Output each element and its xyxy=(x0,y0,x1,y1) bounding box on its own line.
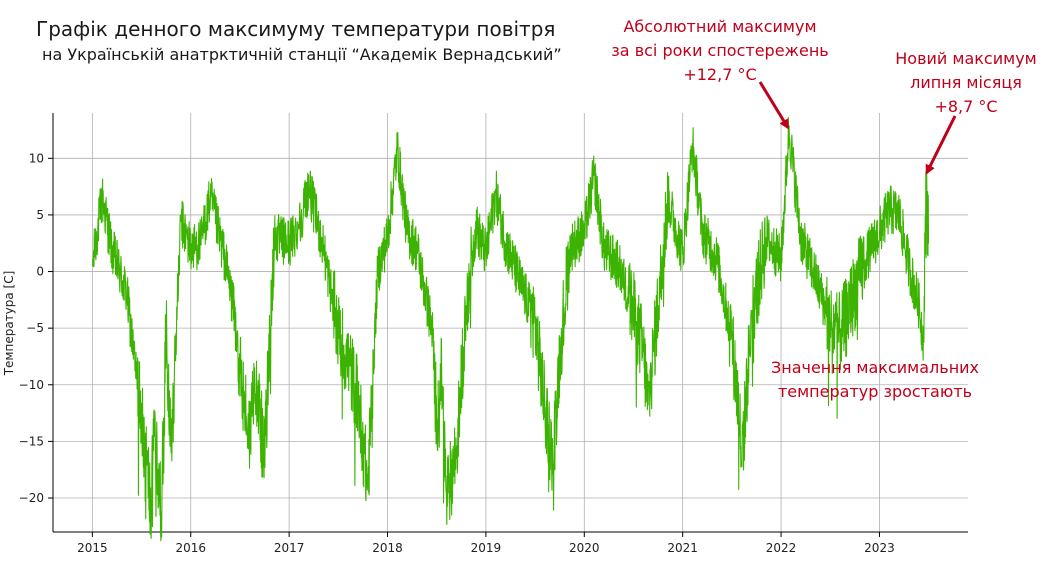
annotation-text: липня місяця xyxy=(910,73,1022,92)
x-tick-label: 2021 xyxy=(667,541,698,555)
series-layer xyxy=(91,116,930,542)
annotation-text: +12,7 °C xyxy=(683,65,756,84)
chart-title: Графік денного максимуму температури пов… xyxy=(36,17,555,41)
x-tick-label: 2018 xyxy=(372,541,403,555)
y-tick-label: −10 xyxy=(19,378,44,392)
x-tick-label: 2015 xyxy=(77,541,108,555)
x-tick-label: 2022 xyxy=(766,541,797,555)
y-tick-label: −20 xyxy=(19,491,44,505)
annotation: Новий максимум липня місяця +8,7 °C xyxy=(895,49,1037,175)
chart-subtitle: на Українській анатрктичній станції “Ака… xyxy=(42,45,562,64)
y-tick-label: −5 xyxy=(26,321,44,335)
annotation-arrow xyxy=(758,81,790,130)
axes: 2015 2016 2017 2018 2019 2020 2021 2022 2023 −20 −… xyxy=(19,113,968,555)
annotations: Абсолютний максимум за всі роки спостереж… xyxy=(611,17,1036,401)
x-tick-label: 2023 xyxy=(864,541,895,555)
x-tick-label: 2020 xyxy=(569,541,600,555)
y-axis-label: Температура [C] xyxy=(2,271,16,377)
x-tick-label: 2016 xyxy=(175,541,206,555)
y-tick-label: −15 xyxy=(19,434,44,448)
x-tick-label: 2019 xyxy=(471,541,502,555)
annotation-text: +8,7 °C xyxy=(934,97,997,116)
y-tick-label: 10 xyxy=(29,151,44,165)
annotation-text: Новий максимум xyxy=(895,49,1036,68)
annotation-arrow xyxy=(925,115,957,175)
x-tick-label: 2017 xyxy=(274,541,305,555)
annotation: Значення максимальних температур зростают… xyxy=(771,358,979,401)
y-tick-label: 5 xyxy=(36,208,44,222)
annotation-text: температур зростають xyxy=(778,382,972,401)
annotation-text: Абсолютний максимум xyxy=(623,17,816,36)
series-line xyxy=(91,116,930,542)
annotation-text: за всі роки спостережень xyxy=(611,41,828,60)
annotation: Абсолютний максимум за всі роки спостереж… xyxy=(611,17,829,130)
y-tick-label: 0 xyxy=(36,265,44,279)
annotation-text: Значення максимальних xyxy=(771,358,979,377)
